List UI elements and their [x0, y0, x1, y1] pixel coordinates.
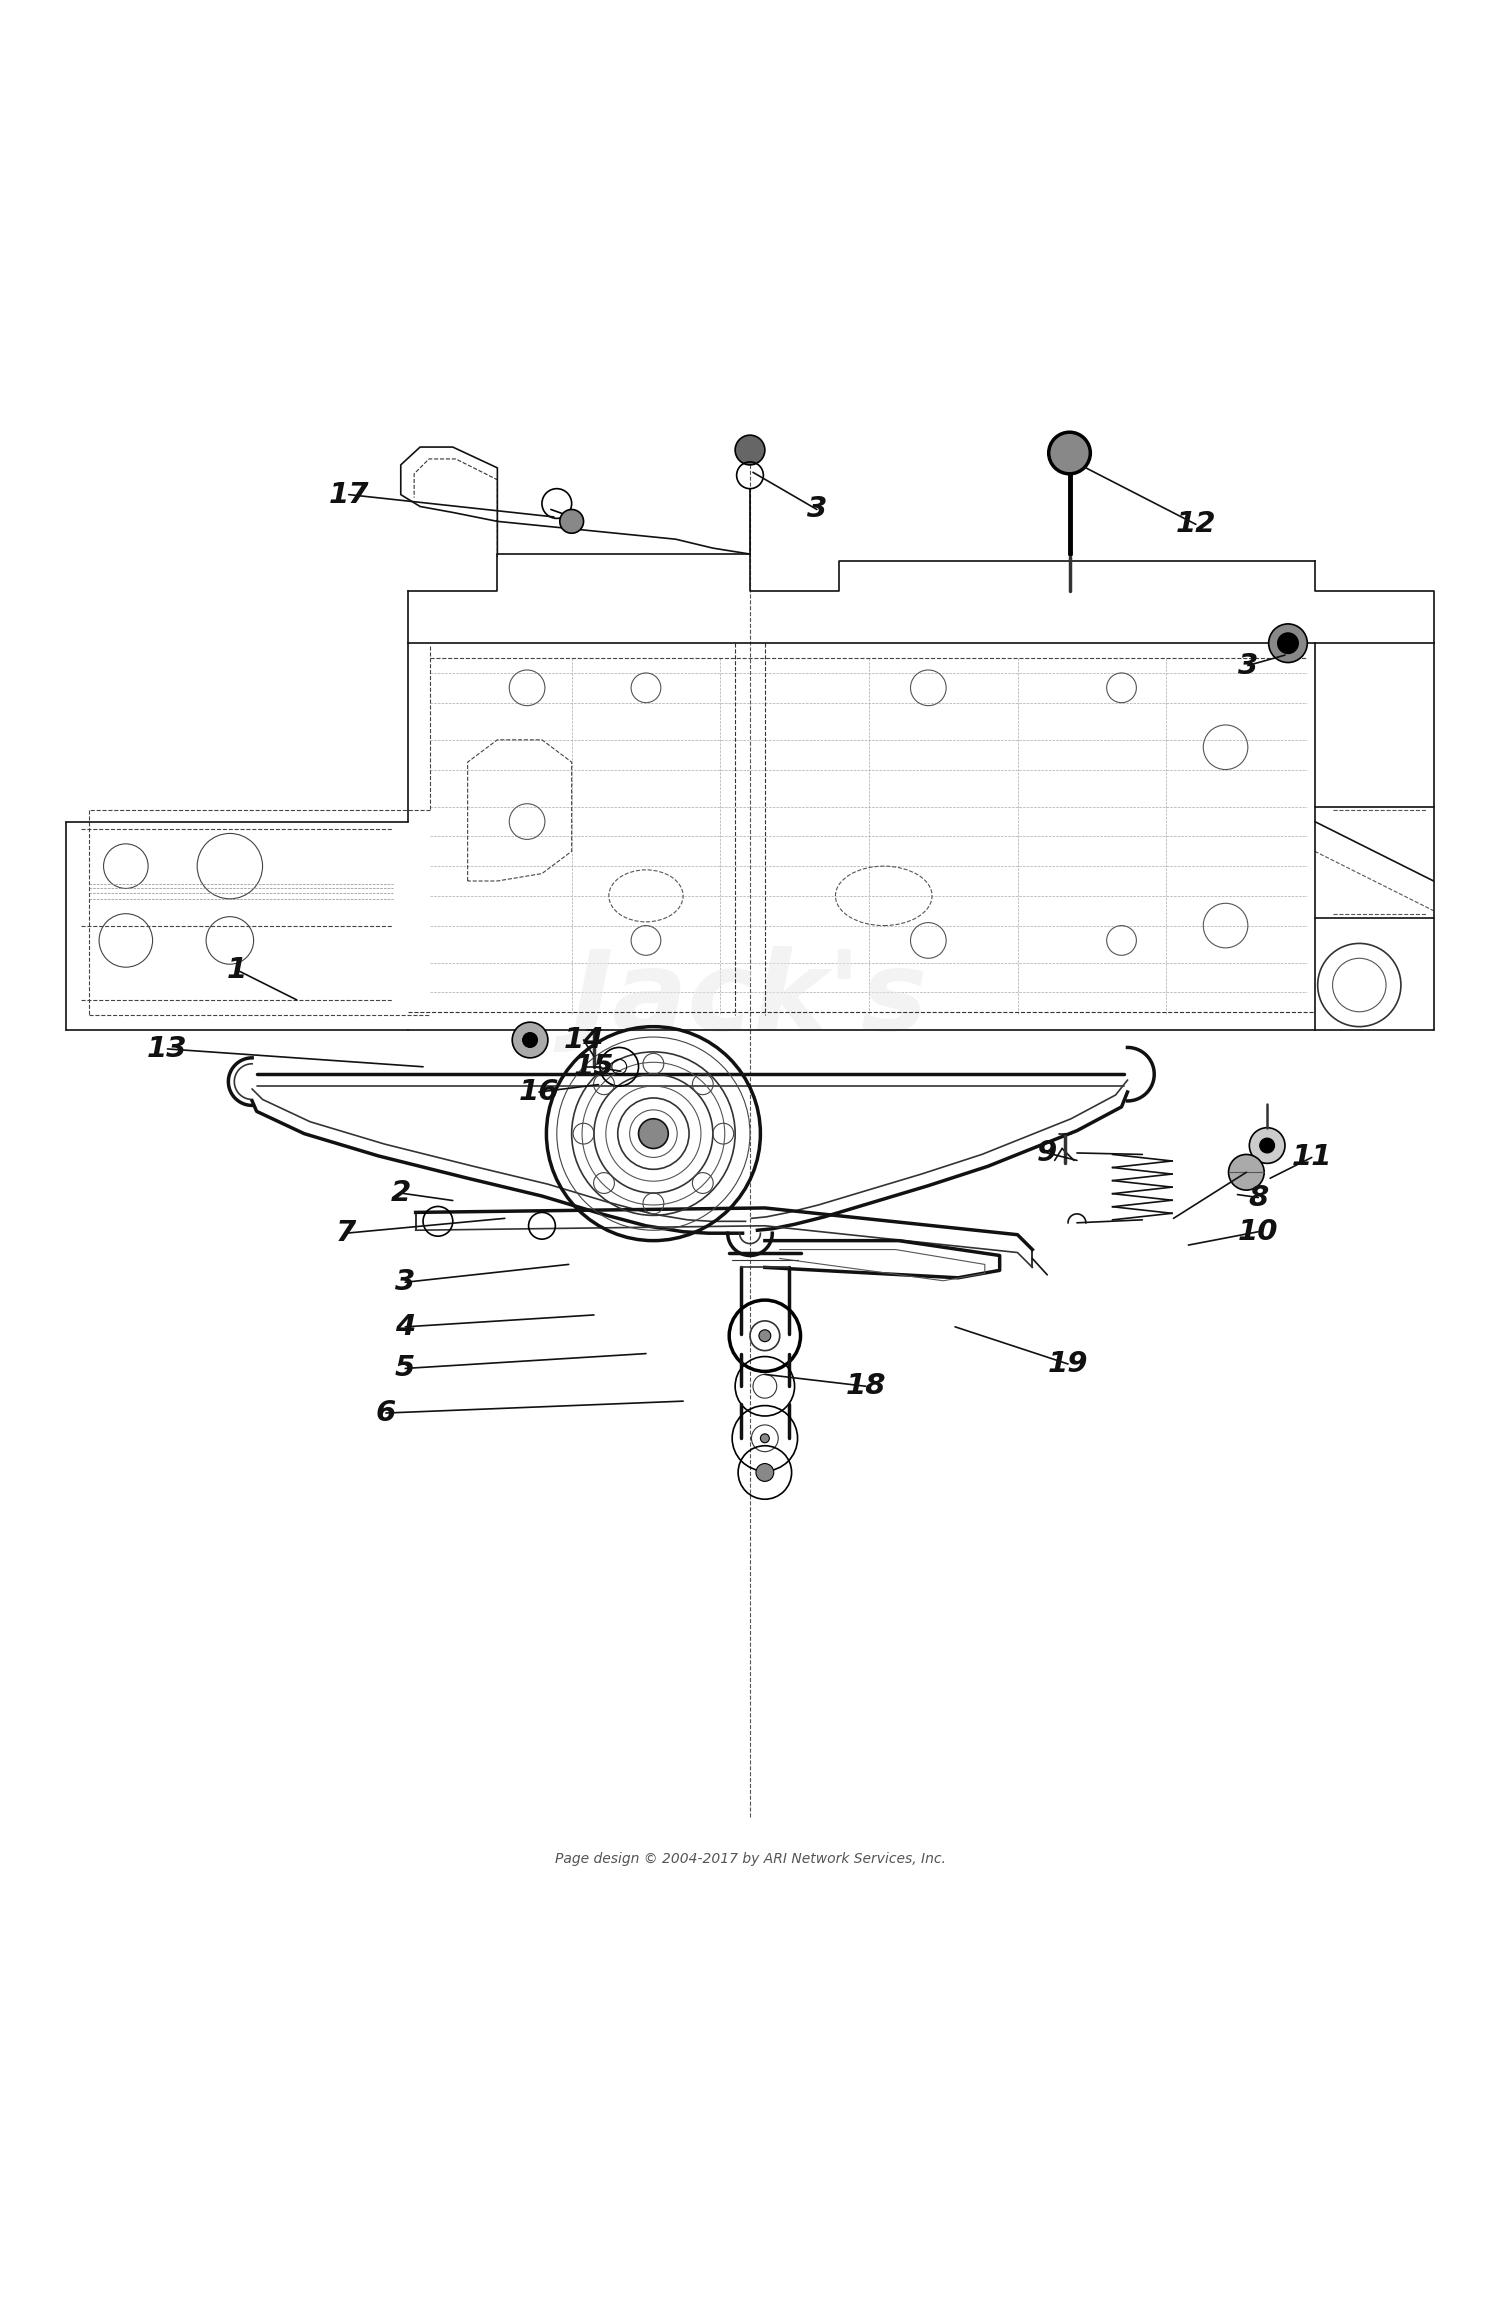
Circle shape: [756, 1463, 774, 1482]
Text: 12: 12: [1176, 510, 1216, 537]
Text: 7: 7: [336, 1220, 356, 1247]
Text: 3: 3: [1238, 652, 1258, 680]
Circle shape: [1269, 625, 1308, 662]
Text: 2: 2: [390, 1178, 411, 1208]
Text: 6: 6: [376, 1399, 396, 1426]
Text: Jack's: Jack's: [572, 946, 928, 1054]
Text: 16: 16: [519, 1077, 560, 1107]
Text: 1: 1: [226, 956, 248, 983]
Text: 14: 14: [564, 1027, 604, 1054]
Circle shape: [512, 1022, 548, 1059]
Text: 13: 13: [147, 1036, 188, 1064]
Text: 10: 10: [1238, 1217, 1278, 1245]
Circle shape: [735, 434, 765, 464]
Circle shape: [560, 510, 584, 533]
Text: 3: 3: [807, 496, 826, 524]
Circle shape: [1250, 1128, 1286, 1162]
Circle shape: [1260, 1137, 1275, 1153]
Circle shape: [639, 1119, 669, 1148]
Text: 9: 9: [1036, 1139, 1058, 1167]
Text: 8: 8: [1248, 1183, 1269, 1211]
Text: 3: 3: [394, 1268, 416, 1296]
Text: 11: 11: [1292, 1144, 1332, 1171]
Text: 15: 15: [573, 1052, 614, 1082]
Circle shape: [1228, 1155, 1264, 1190]
Text: 5: 5: [394, 1355, 416, 1383]
Text: 19: 19: [1048, 1351, 1089, 1378]
Text: 18: 18: [846, 1371, 886, 1401]
Circle shape: [760, 1433, 770, 1443]
Circle shape: [1048, 432, 1090, 473]
Circle shape: [522, 1034, 537, 1047]
Text: Page design © 2004-2017 by ARI Network Services, Inc.: Page design © 2004-2017 by ARI Network S…: [555, 1851, 945, 1865]
Text: 17: 17: [328, 480, 369, 508]
Circle shape: [759, 1330, 771, 1341]
Circle shape: [1278, 632, 1299, 655]
Text: 4: 4: [394, 1314, 416, 1341]
